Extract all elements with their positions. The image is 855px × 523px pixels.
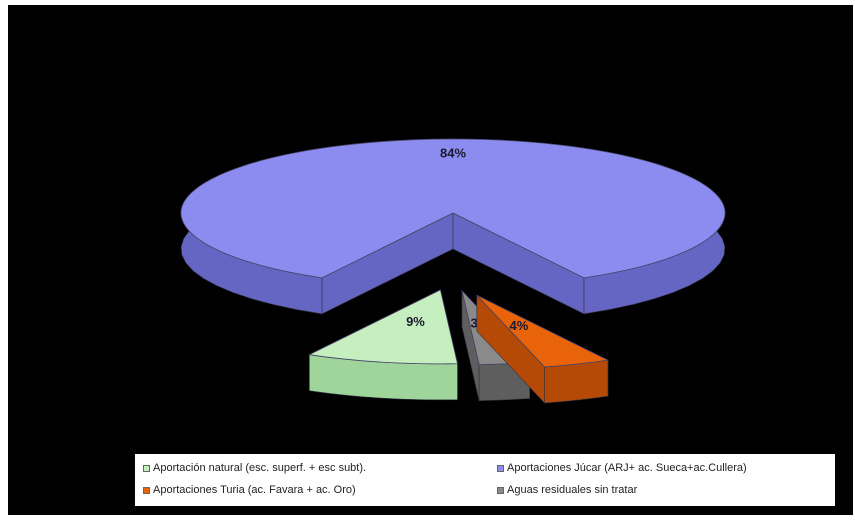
pie-slice (308, 289, 458, 365)
legend-label: Aportación natural (esc. superf. + esc s… (153, 462, 367, 474)
pie-chart: 84%3%4%9% (180, 138, 726, 404)
legend-item-aportaciones-turia: Aportaciones Turia (ac. Favara + ac. Oro… (143, 484, 356, 496)
chart-legend: Aportación natural (esc. superf. + esc s… (135, 454, 835, 506)
pie-slice-label: 84% (440, 146, 466, 161)
legend-item-aportaciones-jucar: Aportaciones Júcar (ARJ+ ac. Sueca+ac.Cu… (497, 462, 747, 474)
legend-swatch (143, 486, 150, 494)
legend-item-aguas-residuales: Aguas residuales sin tratar (497, 484, 637, 496)
legend-item-aportacion-natural: Aportación natural (esc. superf. + esc s… (143, 462, 366, 474)
legend-swatch (143, 464, 150, 472)
pie-slice-label: 9% (406, 314, 425, 329)
pie-slice (180, 138, 726, 279)
legend-swatch (497, 464, 504, 472)
pie-slice (476, 294, 610, 368)
legend-label: Aguas residuales sin tratar (507, 484, 638, 496)
legend-label: Aportaciones Júcar (ARJ+ ac. Sueca+ac.Cu… (507, 462, 747, 474)
pie-slice-label: 4% (510, 318, 529, 333)
legend-swatch (497, 486, 504, 494)
legend-label: Aportaciones Turia (ac. Favara + ac. Oro… (153, 484, 356, 496)
chart-area: 84%3%4%9% Aportación natural (esc. super… (8, 5, 853, 515)
